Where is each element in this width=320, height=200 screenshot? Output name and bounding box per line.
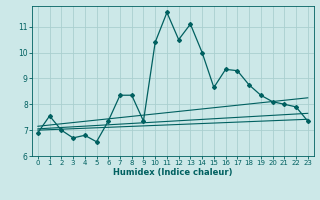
X-axis label: Humidex (Indice chaleur): Humidex (Indice chaleur) — [113, 168, 233, 177]
